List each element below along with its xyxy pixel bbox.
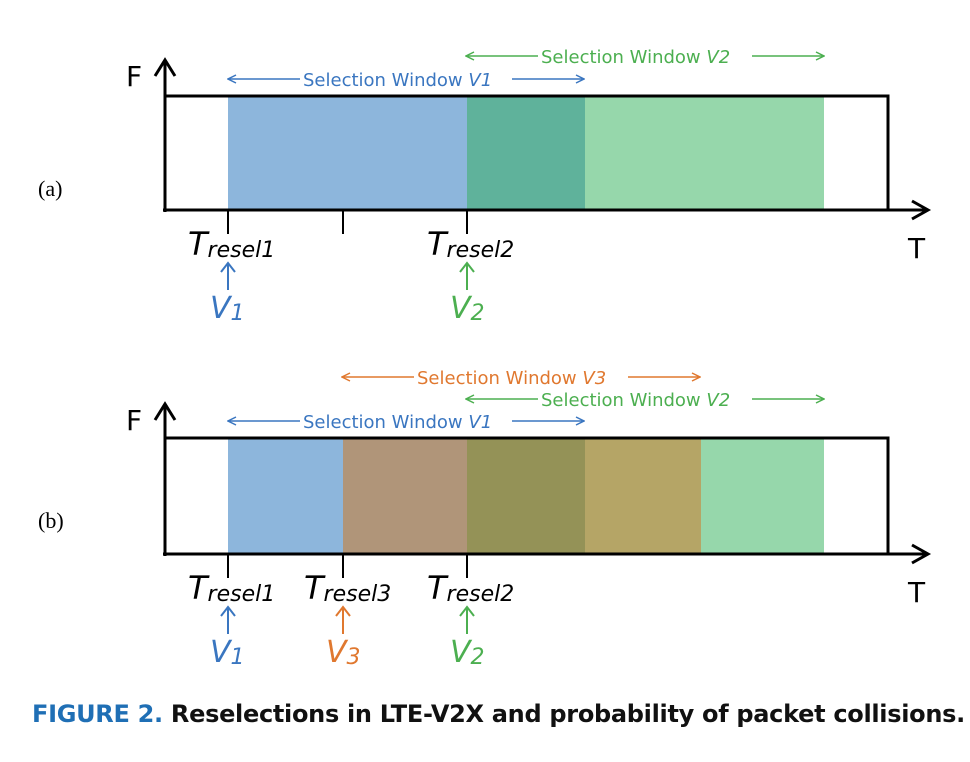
- figure-caption: FIGURE 2. Reselections in LTE-V2X and pr…: [32, 700, 965, 728]
- v1-label: V1: [210, 635, 245, 670]
- v3-label: V3: [326, 635, 361, 670]
- region-v1-only: [228, 438, 343, 554]
- region-v1-v3: [343, 438, 467, 554]
- region-v1-v2-overlap: [467, 96, 585, 210]
- t-resel2-label: Tresel2: [427, 569, 514, 607]
- window-v3-label: Selection Window V3: [417, 368, 606, 389]
- t-resel1-label: Tresel1: [188, 569, 275, 607]
- f-axis-label: F: [126, 60, 142, 93]
- t-axis-label: T: [907, 232, 926, 265]
- t-resel3-label: Tresel3: [304, 569, 391, 607]
- window-v2-label: Selection Window V2: [541, 47, 730, 68]
- f-axis-arrowhead: [153, 57, 177, 77]
- f-axis-arrowhead: [153, 401, 177, 421]
- caption-figure-number: FIGURE 2.: [32, 700, 163, 728]
- v1-up-arrowhead: [220, 605, 236, 617]
- v2-up-arrowhead: [459, 605, 475, 617]
- panel-label: (b): [38, 508, 64, 533]
- f-axis-label: F: [126, 404, 142, 437]
- caption-text: Reselections in LTE-V2X and probability …: [170, 700, 965, 728]
- region-v2-only: [701, 438, 824, 554]
- panel-b: F T (b) Selection Window V3 Selection Wi…: [38, 368, 932, 670]
- panel-a: F T (a) Selection Window V2 Selection Wi…: [38, 47, 932, 326]
- window-v1-label: Selection Window V1: [303, 412, 492, 433]
- region-v1: [228, 96, 467, 210]
- t-resel2-label: Tresel2: [427, 225, 514, 263]
- v2-up-arrowhead: [459, 261, 475, 273]
- t-axis-label: T: [907, 576, 926, 609]
- window-v1-label: Selection Window V1: [303, 70, 492, 91]
- region-v2-v3: [585, 438, 701, 554]
- v1-label: V1: [210, 291, 245, 326]
- panel-label: (a): [38, 176, 62, 201]
- window-v2-label: Selection Window V2: [541, 390, 730, 411]
- v2-label: V2: [450, 635, 485, 670]
- v3-up-arrowhead: [335, 605, 351, 617]
- region-v2: [585, 96, 824, 210]
- v1-up-arrowhead: [220, 261, 236, 273]
- region-v1-v2-v3: [467, 438, 585, 554]
- v2-label: V2: [450, 291, 485, 326]
- t-resel1-label: Tresel1: [188, 225, 275, 263]
